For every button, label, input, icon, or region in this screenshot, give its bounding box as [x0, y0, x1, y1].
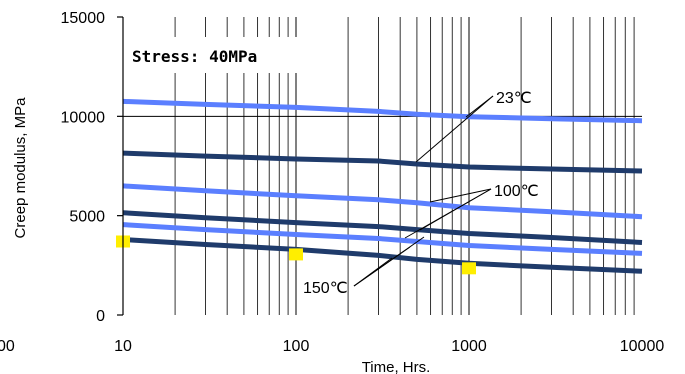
series-line-2	[122, 150, 643, 174]
tick-labels: 0 5000 10000 15000 10 100 1000 10000	[61, 10, 665, 355]
axes	[117, 16, 124, 316]
series-line-3	[122, 183, 643, 220]
annotation-leader-line	[415, 95, 494, 163]
annotation-leader-line	[353, 257, 393, 287]
series-line-4	[122, 210, 643, 245]
x-tick-label: 1000	[451, 338, 487, 355]
series-line-1	[122, 98, 643, 124]
y-tick-label: 0	[96, 308, 105, 325]
annotation-leader-line	[429, 188, 492, 203]
stress-label-box	[126, 37, 310, 73]
y-tick-label: 10000	[61, 109, 106, 126]
y-tick-label: 15000	[61, 10, 106, 27]
stress-label: Stress: 40MPa	[132, 47, 257, 66]
annotation-23c: 23℃	[496, 90, 532, 107]
series-layer	[122, 98, 643, 274]
x-tick-label: 100	[283, 338, 310, 355]
annotation-100c: 100℃	[494, 183, 539, 200]
series-line-5	[122, 222, 643, 256]
x-axis-title: Time, Hrs.	[362, 359, 431, 374]
x-tick-label: 10	[114, 338, 132, 355]
y-axis-title: Creep modulus, MPa	[12, 97, 29, 239]
clipped-x-tick-label: 00	[0, 338, 15, 355]
x-tick-label: 10000	[620, 338, 665, 355]
y-tick-label: 5000	[69, 209, 105, 226]
annotation-leader-line	[404, 188, 492, 239]
data-marker	[289, 248, 303, 261]
data-marker	[462, 262, 476, 275]
annotation-150c: 150℃	[303, 280, 348, 297]
series-line-6	[122, 237, 643, 274]
annotation-leaders	[353, 95, 494, 287]
